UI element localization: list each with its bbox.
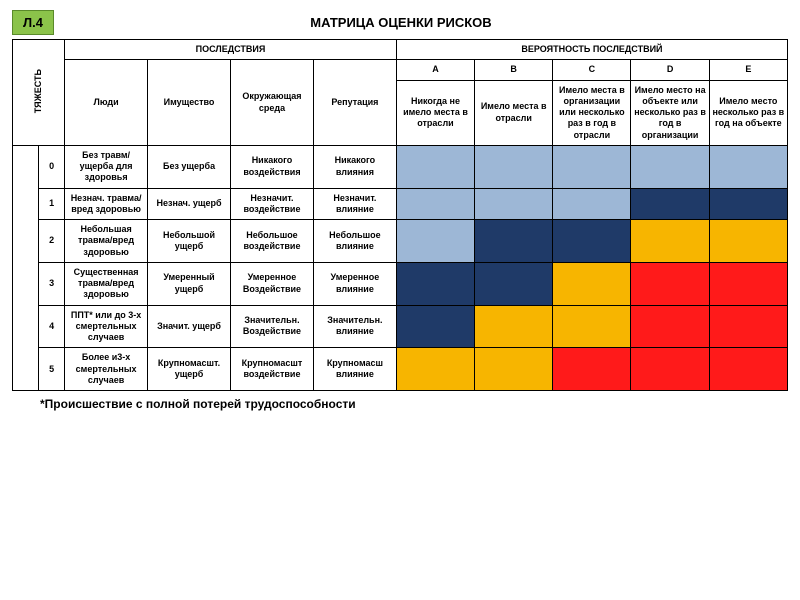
risk-cell-1-E: [709, 188, 787, 220]
cell-environment: Значительн. Воздействие: [231, 305, 314, 348]
cell-environment: Никакого воздействия: [231, 145, 314, 188]
risk-cell-0-D: [631, 145, 709, 188]
cell-property: Крупномасшт. ущерб: [148, 348, 231, 391]
cell-environment: Крупномасшт воздействие: [231, 348, 314, 391]
risk-cell-2-D: [631, 220, 709, 263]
risk-cell-5-A: [396, 348, 474, 391]
cell-environment: Незначит. воздействие: [231, 188, 314, 220]
severity-axis-spacer: [13, 145, 39, 390]
risk-cell-2-E: [709, 220, 787, 263]
risk-cell-1-A: [396, 188, 474, 220]
cell-people: Незнач. травма/вред здоровью: [65, 188, 148, 220]
prob-letter-A: A: [396, 60, 474, 80]
cell-people: Существенная травма/вред здоровью: [65, 262, 148, 305]
prob-letter-E: E: [709, 60, 787, 80]
col-people: Люди: [65, 60, 148, 146]
cell-reputation: Значительн. влияние: [313, 305, 396, 348]
risk-cell-1-B: [475, 188, 553, 220]
cell-people: Более и3-х смертельных случаев: [65, 348, 148, 391]
risk-cell-1-C: [553, 188, 631, 220]
risk-cell-3-D: [631, 262, 709, 305]
risk-cell-3-C: [553, 262, 631, 305]
cell-property: Значит. ущерб: [148, 305, 231, 348]
page-title: МАТРИЦА ОЦЕНКИ РИСКОВ: [54, 15, 788, 30]
footnote: *Происшествие с полной потерей трудоспос…: [12, 397, 788, 411]
risk-cell-4-B: [475, 305, 553, 348]
cell-people: ППТ* или до 3-х смертельных случаев: [65, 305, 148, 348]
risk-cell-4-E: [709, 305, 787, 348]
risk-cell-4-D: [631, 305, 709, 348]
severity-axis-header: ТЯЖЕСТЬ: [13, 40, 65, 146]
cell-environment: Небольшое воздействие: [231, 220, 314, 263]
prob-desc-D: Имело место на объекте или несколько раз…: [631, 80, 709, 145]
risk-cell-3-E: [709, 262, 787, 305]
risk-matrix-table: ТЯЖЕСТЬПОСЛЕДСТВИЯВЕРОЯТНОСТЬ ПОСЛЕДСТВИ…: [12, 39, 788, 391]
doc-badge: Л.4: [12, 10, 54, 35]
cell-reputation: Небольшое влияние: [313, 220, 396, 263]
consequences-header: ПОСЛЕДСТВИЯ: [65, 40, 397, 60]
risk-cell-2-C: [553, 220, 631, 263]
table-head: ТЯЖЕСТЬПОСЛЕДСТВИЯВЕРОЯТНОСТЬ ПОСЛЕДСТВИ…: [13, 40, 788, 146]
prob-desc-E: Имело место несколько раз в год на объек…: [709, 80, 787, 145]
risk-cell-0-E: [709, 145, 787, 188]
severity-level: 4: [39, 305, 65, 348]
col-environment: Окружающая среда: [231, 60, 314, 146]
col-property: Имущество: [148, 60, 231, 146]
cell-property: Без ущерба: [148, 145, 231, 188]
prob-desc-C: Имело места в организации или несколько …: [553, 80, 631, 145]
risk-cell-5-B: [475, 348, 553, 391]
prob-desc-A: Никогда не имело места в отрасли: [396, 80, 474, 145]
risk-cell-0-B: [475, 145, 553, 188]
cell-property: Умеренный ущерб: [148, 262, 231, 305]
risk-cell-2-B: [475, 220, 553, 263]
risk-cell-1-D: [631, 188, 709, 220]
risk-cell-5-D: [631, 348, 709, 391]
prob-letter-C: C: [553, 60, 631, 80]
col-reputation: Репутация: [313, 60, 396, 146]
prob-letter-D: D: [631, 60, 709, 80]
header-row: Л.4 МАТРИЦА ОЦЕНКИ РИСКОВ: [12, 10, 788, 35]
probability-header: ВЕРОЯТНОСТЬ ПОСЛЕДСТВИЙ: [396, 40, 787, 60]
risk-cell-0-A: [396, 145, 474, 188]
risk-cell-2-A: [396, 220, 474, 263]
prob-desc-B: Имело места в отрасли: [475, 80, 553, 145]
prob-letter-B: B: [475, 60, 553, 80]
risk-cell-5-E: [709, 348, 787, 391]
cell-reputation: Никакого влияния: [313, 145, 396, 188]
risk-cell-4-A: [396, 305, 474, 348]
severity-level: 5: [39, 348, 65, 391]
severity-level: 3: [39, 262, 65, 305]
cell-reputation: Умеренное влияние: [313, 262, 396, 305]
cell-property: Незнач. ущерб: [148, 188, 231, 220]
table-body: 0Без травм/ ущерба для здоровьяБез ущерб…: [13, 145, 788, 390]
severity-level: 1: [39, 188, 65, 220]
severity-level: 2: [39, 220, 65, 263]
risk-cell-0-C: [553, 145, 631, 188]
cell-reputation: Крупномасш влияние: [313, 348, 396, 391]
cell-people: Небольшая травма/вред здоровью: [65, 220, 148, 263]
cell-property: Небольшой ущерб: [148, 220, 231, 263]
risk-cell-3-A: [396, 262, 474, 305]
risk-cell-3-B: [475, 262, 553, 305]
cell-people: Без травм/ ущерба для здоровья: [65, 145, 148, 188]
severity-level: 0: [39, 145, 65, 188]
risk-cell-4-C: [553, 305, 631, 348]
cell-reputation: Незначит. влияние: [313, 188, 396, 220]
cell-environment: Умеренное Воздействие: [231, 262, 314, 305]
risk-cell-5-C: [553, 348, 631, 391]
